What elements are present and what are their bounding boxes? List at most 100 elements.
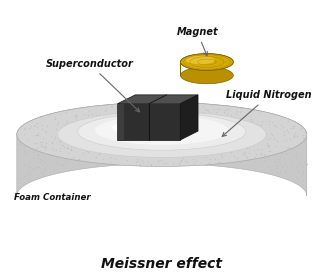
Point [157,109,162,114]
Point [280,165,285,169]
Point [235,156,240,161]
Point [201,140,206,144]
Point [182,153,187,158]
Point [142,127,147,132]
Point [43,117,49,121]
Point [146,135,151,139]
Point [60,132,66,136]
Point [122,146,127,150]
Point [193,106,199,110]
Point [242,152,247,156]
Point [215,130,220,135]
Point [48,141,53,145]
Point [251,148,257,152]
Point [179,151,184,156]
Point [95,127,100,131]
Point [81,128,86,132]
Point [301,159,306,164]
Point [127,120,132,124]
Point [35,156,41,160]
Point [188,157,193,161]
Point [51,154,56,158]
Point [59,163,65,167]
Point [94,154,99,159]
Point [152,108,157,113]
Point [184,159,189,164]
Point [124,104,130,109]
Point [80,128,86,133]
Point [104,113,110,117]
Point [252,125,258,129]
Point [253,127,258,132]
Point [239,106,244,110]
Point [93,140,99,144]
Point [139,112,145,117]
Point [129,115,134,119]
Point [187,106,192,110]
Point [63,127,68,132]
Point [16,184,21,188]
Point [258,124,263,128]
Point [54,158,60,163]
Point [207,117,212,121]
Point [20,127,25,132]
Point [232,136,237,141]
Point [151,150,156,155]
Point [55,156,60,161]
Point [40,158,45,162]
Point [76,134,81,139]
Point [222,120,227,125]
Point [183,148,189,153]
Point [300,177,305,182]
Point [253,155,258,159]
Point [57,145,63,150]
Point [265,143,270,147]
Point [273,166,278,171]
Point [186,160,191,164]
Point [205,126,210,131]
Point [33,146,38,151]
Point [173,113,178,118]
Point [195,110,201,115]
Point [163,124,169,128]
Point [136,123,141,127]
Point [211,107,217,111]
Point [99,153,105,158]
Point [276,146,281,150]
Point [158,137,163,141]
Point [300,170,306,174]
Point [300,165,305,169]
Point [227,134,232,139]
Point [184,146,189,150]
Point [143,101,148,105]
Point [64,110,69,114]
Point [292,135,297,139]
Point [41,145,46,149]
Point [36,165,41,170]
Point [113,146,118,151]
Point [123,157,128,161]
Point [125,144,130,149]
Point [168,160,174,164]
Point [85,137,90,142]
Point [192,123,197,127]
Point [198,141,203,146]
Point [135,148,141,153]
Point [206,109,211,113]
Point [287,178,292,182]
Point [205,136,210,140]
Point [108,155,114,160]
Point [83,148,88,152]
Point [38,157,43,161]
Point [225,133,230,137]
Point [222,123,227,128]
Point [55,139,60,144]
Point [54,167,60,172]
Point [122,141,127,146]
Point [262,170,268,174]
Point [174,141,179,146]
Point [254,152,259,156]
Point [237,147,242,151]
Point [198,125,203,130]
Point [243,124,248,129]
